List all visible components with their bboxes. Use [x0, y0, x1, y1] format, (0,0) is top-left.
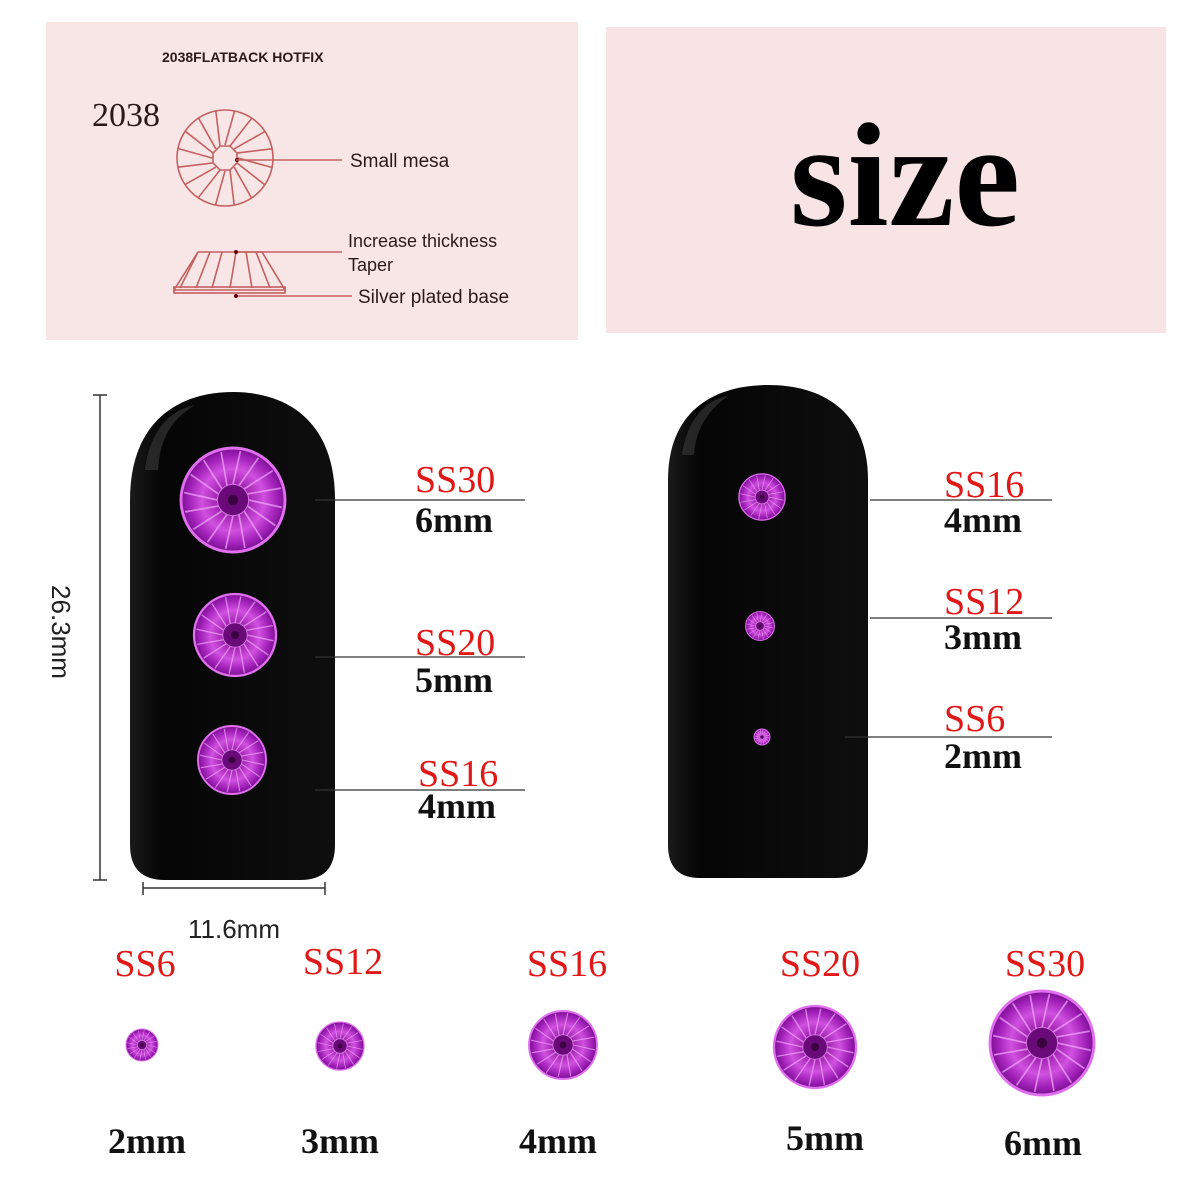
rhinestone-ss6: [753, 728, 771, 746]
rhinestone-ss30: [179, 446, 287, 554]
size-code-label: SS12: [303, 941, 383, 983]
size-mm-label: 4mm: [418, 786, 496, 826]
left-nail-labels: SS30 6mm SS20 5mm SS16 4mm: [315, 459, 525, 826]
title-panel: size: [606, 27, 1166, 333]
size-mm-label: 3mm: [944, 617, 1022, 657]
top-view-drawing: [176, 109, 274, 207]
label-small-mesa: Small mesa: [350, 151, 450, 172]
height-label: 26.3mm: [46, 585, 76, 679]
label-taper: Taper: [348, 255, 393, 275]
title-size: size: [790, 94, 1020, 258]
width-dimension: 11.6mm: [142, 882, 326, 944]
rhinestone-ss16: [738, 473, 786, 521]
size-code-label: SS20: [415, 622, 495, 664]
gems-layer: [125, 446, 1096, 1097]
size-mm-label: 4mm: [944, 500, 1022, 540]
size-mm-label: 3mm: [301, 1121, 379, 1161]
size-mm-label: 6mm: [1004, 1123, 1082, 1163]
rhinestone-ss6: [125, 1028, 159, 1062]
rhinestone-ss16: [528, 1010, 598, 1080]
bottom-row-labels: SS6 SS12 SS16 SS20 SS30 2mm 3mm 4mm 5mm …: [108, 941, 1085, 1163]
size-code-label: SS30: [1005, 943, 1085, 985]
size-mm-label: 4mm: [519, 1121, 597, 1161]
height-dimension: 26.3mm: [46, 394, 107, 881]
size-code-label: SS6: [944, 698, 1005, 740]
size-code-label: SS30: [415, 459, 495, 501]
size-code-label: SS16: [418, 753, 498, 795]
label-base: Silver plated base: [358, 287, 509, 308]
rhinestone-ss12: [315, 1021, 365, 1071]
size-code-label: SS16: [944, 464, 1024, 506]
rhinestone-ss20: [772, 1004, 858, 1090]
size-mm-label: 2mm: [944, 736, 1022, 776]
label-increase-thickness: Increase thickness: [348, 231, 497, 251]
model-number: 2038: [92, 97, 160, 134]
size-code-label: SS12: [944, 581, 1024, 623]
size-code-label: SS6: [114, 943, 175, 985]
size-mm-label: 2mm: [108, 1121, 186, 1161]
right-nail-labels: SS16 4mm SS12 3mm SS6 2mm: [845, 464, 1052, 776]
diagram-panel: 2038FLATBACK HOTFIX 2038 Small mesa Incr…: [46, 22, 578, 340]
rhinestone-ss20: [192, 592, 278, 678]
size-mm-label: 6mm: [415, 500, 493, 540]
rhinestone-ss16: [197, 725, 267, 795]
size-mm-label: 5mm: [415, 660, 493, 700]
diagram-header: 2038FLATBACK HOTFIX: [162, 49, 324, 65]
rhinestone-ss12: [745, 611, 775, 641]
size-mm-label: 5mm: [786, 1118, 864, 1158]
rhinestone-ss30: [988, 989, 1096, 1097]
width-label: 11.6mm: [188, 914, 280, 944]
size-code-label: SS16: [527, 943, 607, 985]
diagram-background: [46, 22, 578, 340]
size-code-label: SS20: [780, 943, 860, 985]
